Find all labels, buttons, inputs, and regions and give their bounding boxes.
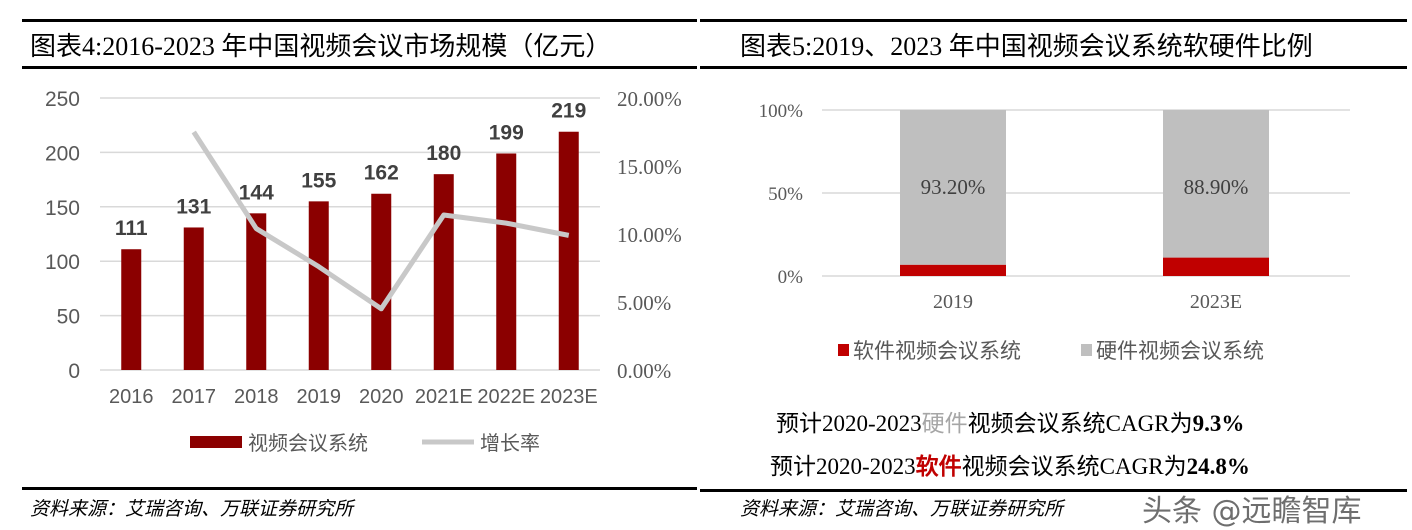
left-title-rule (22, 66, 697, 69)
y-tick-label: 50 (57, 306, 80, 329)
bar (246, 213, 267, 370)
left-source: 资料来源：艾瑞咨询、万联证券研究所 (30, 499, 354, 520)
x-tick-label: 2019 (933, 291, 973, 313)
y2-tick-label: 10.00% (617, 223, 682, 247)
right-bottom-rule (700, 489, 1407, 492)
legend-swatch-hardware (1081, 344, 1092, 356)
x-tick-label: 2021E (415, 386, 473, 408)
note-value: 24.8% (1186, 454, 1250, 479)
bar-data-label: 180 (426, 142, 461, 165)
bar (558, 131, 579, 370)
y2-tick-label: 20.00% (617, 87, 682, 111)
y-tick-label: 100 (45, 251, 80, 274)
x-tick-label: 2017 (172, 386, 217, 408)
note-hardware-cagr: 预计2020-2023硬件视频会议系统CAGR为9.3% (776, 404, 1244, 438)
legend-swatch-bar (190, 436, 242, 448)
x-tick-label: 2023E (1190, 291, 1242, 313)
note-highlight-software: 软件 (915, 454, 962, 479)
right-source: 资料来源：艾瑞咨询、万联证券研究所 (740, 499, 1064, 520)
note-middle: 视频会议系统CAGR为 (967, 411, 1193, 436)
left-top-rule (22, 19, 697, 22)
x-tick-label: 2016 (109, 386, 154, 408)
x-tick-label: 2019 (297, 386, 342, 408)
y2-tick-label: 15.00% (617, 155, 682, 179)
bar-data-label: 155 (301, 169, 336, 192)
growth-line (191, 130, 570, 312)
software-bar-segment (1163, 257, 1269, 276)
bar-data-label: 162 (364, 162, 399, 185)
x-tick-label: 2022E (477, 386, 535, 408)
y-tick-label: 250 (45, 88, 80, 111)
legend-swatch-software (838, 344, 849, 356)
legend-label-hardware: 硬件视频会议系统 (1096, 339, 1264, 363)
y2-tick-label: 5.00% (617, 291, 671, 315)
bar-data-label: 144 (239, 181, 274, 204)
note-prefix: 预计2020-2023 (776, 411, 922, 436)
watermark-logo: 头条 @远瞻智库 (1142, 494, 1362, 529)
bar-data-label: 93.20% (921, 175, 986, 199)
left-chart-title: 图表4:2016-2023 年中国视频会议市场规模（亿元） (30, 32, 612, 61)
bar-data-label: 199 (489, 121, 524, 144)
bar-data-label: 131 (176, 195, 211, 218)
note-value: 9.3% (1192, 411, 1245, 436)
note-middle: 视频会议系统CAGR为 (961, 454, 1187, 479)
left-bottom-rule (22, 487, 697, 490)
x-tick-label: 2018 (234, 386, 279, 408)
note-software-cagr: 预计2020-2023软件视频会议系统CAGR为24.8% (770, 447, 1250, 481)
bar (121, 249, 142, 370)
bar (433, 174, 454, 370)
hardware-bar-segment (1163, 110, 1269, 258)
y-tick-label: 50% (768, 184, 803, 205)
right-title-rule (700, 66, 1407, 69)
note-highlight-hardware: 硬件 (921, 411, 968, 436)
bar (496, 153, 517, 370)
bar-data-label: 88.90% (1184, 175, 1249, 199)
bar (371, 193, 392, 370)
right-top-rule (700, 19, 1407, 22)
y-tick-label: 150 (45, 197, 80, 220)
y-tick-label: 100% (759, 101, 804, 122)
x-tick-label: 2023E (540, 386, 598, 408)
y-tick-label: 0% (778, 267, 804, 288)
y2-tick-label: 0.00% (617, 359, 671, 383)
legend-label-line: 增长率 (480, 432, 540, 455)
bar-data-label: 219 (551, 100, 586, 123)
right-chart-title: 图表5:2019、2023 年中国视频会议系统软硬件比例 (740, 32, 1313, 61)
note-prefix: 预计2020-2023 (770, 454, 916, 479)
bar (183, 227, 204, 370)
y-tick-label: 0 (68, 360, 80, 383)
x-tick-label: 2020 (359, 386, 404, 408)
bar-data-label: 111 (115, 217, 148, 240)
y-tick-label: 200 (45, 142, 80, 165)
software-bar-segment (900, 264, 1006, 276)
bar (308, 201, 329, 370)
hardware-bar-segment (900, 110, 1006, 265)
legend-label-bar: 视频会议系统 (248, 432, 368, 455)
legend-label-software: 软件视频会议系统 (853, 339, 1021, 363)
